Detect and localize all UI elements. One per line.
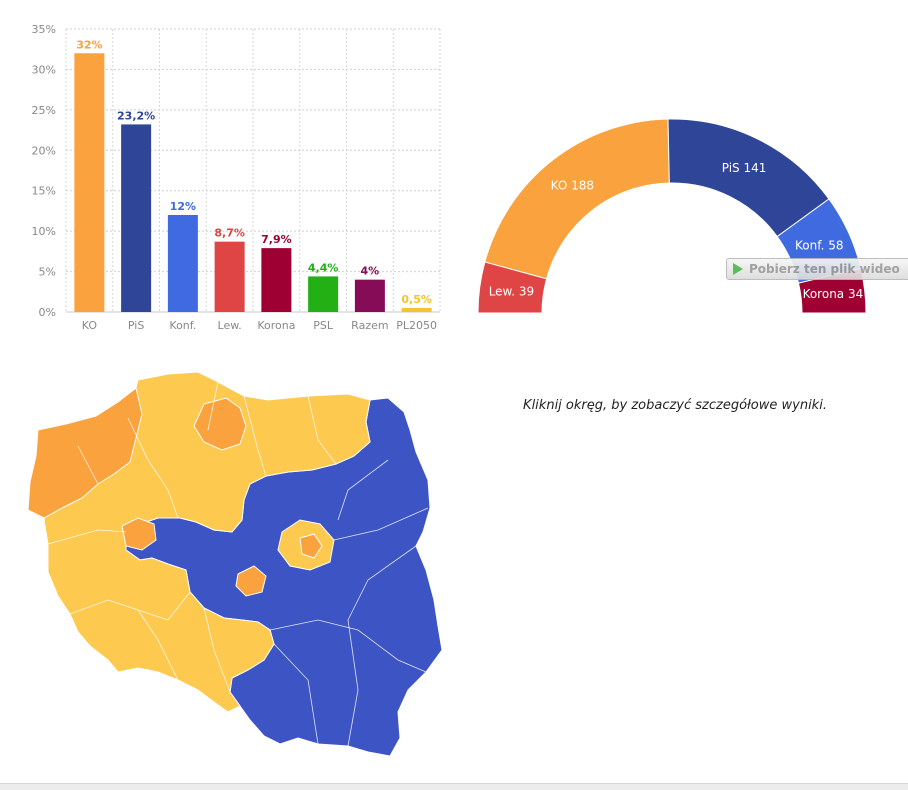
bar[interactable] bbox=[261, 248, 292, 312]
y-tick-label: 5% bbox=[39, 266, 56, 279]
y-tick-label: 15% bbox=[32, 185, 56, 198]
seat-slice-label: KO 188 bbox=[551, 178, 594, 192]
x-tick-label: Konf. bbox=[169, 319, 196, 332]
map-region-northwest[interactable] bbox=[27, 387, 143, 519]
y-tick-label: 10% bbox=[32, 225, 56, 238]
bar-data-label: 4% bbox=[361, 265, 380, 278]
x-tick-label: Lew. bbox=[218, 319, 242, 332]
y-tick-label: 20% bbox=[32, 144, 56, 157]
download-video-button[interactable]: Pobierz ten plik wideo bbox=[726, 258, 908, 280]
bar-data-label: 0,5% bbox=[401, 293, 432, 306]
poland-map[interactable] bbox=[18, 360, 458, 770]
bar-data-label: 4,4% bbox=[308, 261, 339, 274]
x-tick-label: Razem bbox=[351, 319, 388, 332]
bar-data-label: 32% bbox=[76, 38, 102, 51]
bar-data-label: 7,9% bbox=[261, 233, 292, 246]
y-tick-label: 25% bbox=[32, 104, 56, 117]
x-tick-label: PSL bbox=[313, 319, 334, 332]
x-tick-label: PiS bbox=[128, 319, 144, 332]
seat-slice-label: Korona 34 bbox=[803, 287, 864, 301]
seat-chart: Lew. 39 KO 188 PiS 141 Konf. 58 Korona 34 bbox=[477, 118, 867, 314]
x-tick-label: Korona bbox=[257, 319, 295, 332]
x-tick-label: PL2050 bbox=[396, 319, 437, 332]
district-borders bbox=[47, 381, 429, 747]
bar[interactable] bbox=[401, 307, 432, 312]
y-tick-label: 30% bbox=[32, 63, 56, 76]
bar[interactable] bbox=[74, 53, 105, 312]
seat-slice-label: PiS 141 bbox=[722, 161, 767, 175]
map-region-poznan[interactable] bbox=[121, 517, 157, 551]
map-region-lodz[interactable] bbox=[235, 565, 267, 597]
bar-chart: 0% 5% 10% 15% 20% 25% 30% 35% 32% KO 23,2% PiS 12% Ko… bbox=[32, 23, 441, 332]
map-region-warsaw-city[interactable] bbox=[299, 533, 323, 559]
download-video-label: Pobierz ten plik wideo bbox=[749, 262, 900, 276]
bar[interactable] bbox=[214, 241, 245, 312]
seat-slice-label: Konf. 58 bbox=[795, 238, 843, 252]
x-tick-label: KO bbox=[82, 319, 98, 332]
bar[interactable] bbox=[167, 214, 198, 312]
map-hint: Kliknij okręg, by zobaczyć szczegółowe w… bbox=[523, 398, 827, 413]
bar[interactable] bbox=[354, 279, 385, 312]
bottom-scrollbar[interactable] bbox=[0, 783, 908, 790]
seat-slice[interactable] bbox=[484, 118, 670, 280]
bar-data-label: 23,2% bbox=[117, 109, 155, 122]
map-region-gdansk[interactable] bbox=[193, 397, 247, 451]
bar[interactable] bbox=[121, 124, 152, 312]
bar-data-label: 8,7% bbox=[214, 227, 245, 240]
play-icon bbox=[733, 263, 743, 275]
y-tick-label: 0% bbox=[39, 306, 56, 319]
bar-data-label: 12% bbox=[170, 200, 196, 213]
bar[interactable] bbox=[308, 276, 339, 312]
y-tick-label: 35% bbox=[32, 23, 56, 36]
seat-slice-label: Lew. 39 bbox=[489, 284, 534, 298]
